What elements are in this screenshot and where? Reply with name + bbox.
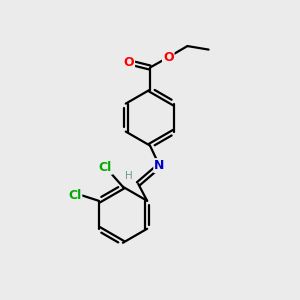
Text: Cl: Cl [68,189,81,202]
Text: H: H [125,171,133,181]
Text: N: N [154,159,165,172]
Text: Cl: Cl [99,161,112,174]
Text: O: O [124,56,134,69]
Text: O: O [163,51,174,64]
